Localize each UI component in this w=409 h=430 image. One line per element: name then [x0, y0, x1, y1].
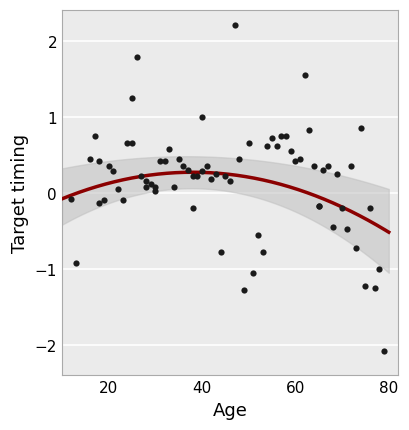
- Point: [347, 163, 354, 170]
- Point: [263, 143, 270, 150]
- Point: [212, 171, 219, 178]
- Point: [193, 173, 200, 180]
- Point: [324, 163, 330, 170]
- Point: [156, 158, 163, 165]
- Point: [198, 169, 205, 175]
- Point: [361, 283, 368, 289]
- Point: [110, 169, 116, 175]
- Point: [380, 348, 387, 355]
- Point: [207, 176, 214, 183]
- Point: [333, 171, 340, 178]
- Point: [86, 156, 93, 163]
- Point: [142, 184, 149, 191]
- Point: [301, 72, 307, 79]
- Point: [296, 156, 303, 163]
- Point: [96, 200, 102, 207]
- Point: [319, 167, 326, 174]
- Point: [329, 224, 335, 231]
- Point: [273, 143, 279, 150]
- Point: [133, 55, 139, 61]
- Point: [170, 184, 177, 191]
- Point: [166, 146, 172, 153]
- Point: [259, 249, 265, 256]
- Point: [68, 196, 74, 203]
- Point: [142, 178, 149, 185]
- Point: [254, 232, 261, 239]
- Point: [96, 158, 102, 165]
- Point: [268, 135, 274, 142]
- Point: [184, 167, 191, 174]
- Point: [366, 205, 373, 212]
- Point: [72, 260, 79, 267]
- Point: [277, 133, 284, 140]
- Point: [236, 156, 242, 163]
- Point: [175, 156, 182, 163]
- Point: [315, 203, 321, 210]
- Point: [240, 287, 247, 294]
- Point: [128, 95, 135, 102]
- Point: [119, 197, 126, 204]
- Point: [352, 245, 358, 252]
- Point: [152, 187, 158, 194]
- Point: [128, 141, 135, 147]
- Y-axis label: Target timing: Target timing: [11, 134, 29, 253]
- Point: [91, 133, 98, 140]
- Point: [198, 114, 205, 121]
- Point: [291, 158, 298, 165]
- Point: [315, 203, 321, 210]
- Point: [357, 126, 363, 132]
- Point: [310, 163, 317, 170]
- Point: [231, 23, 237, 30]
- Point: [203, 163, 209, 170]
- Point: [282, 133, 289, 140]
- Point: [115, 186, 121, 193]
- Point: [105, 163, 112, 170]
- Point: [217, 249, 223, 256]
- Point: [306, 128, 312, 135]
- Point: [180, 163, 186, 170]
- Point: [343, 226, 349, 233]
- Point: [371, 285, 377, 292]
- Point: [152, 184, 158, 191]
- Point: [249, 270, 256, 276]
- Point: [226, 178, 233, 185]
- Point: [161, 158, 168, 165]
- Point: [189, 205, 196, 212]
- Point: [100, 197, 107, 204]
- Point: [138, 173, 144, 180]
- X-axis label: Age: Age: [212, 401, 247, 419]
- Point: [245, 141, 252, 147]
- Point: [147, 181, 153, 187]
- Point: [124, 140, 130, 147]
- Point: [189, 173, 196, 180]
- Point: [222, 173, 228, 180]
- Point: [338, 205, 344, 212]
- Point: [375, 266, 382, 273]
- Point: [287, 148, 293, 155]
